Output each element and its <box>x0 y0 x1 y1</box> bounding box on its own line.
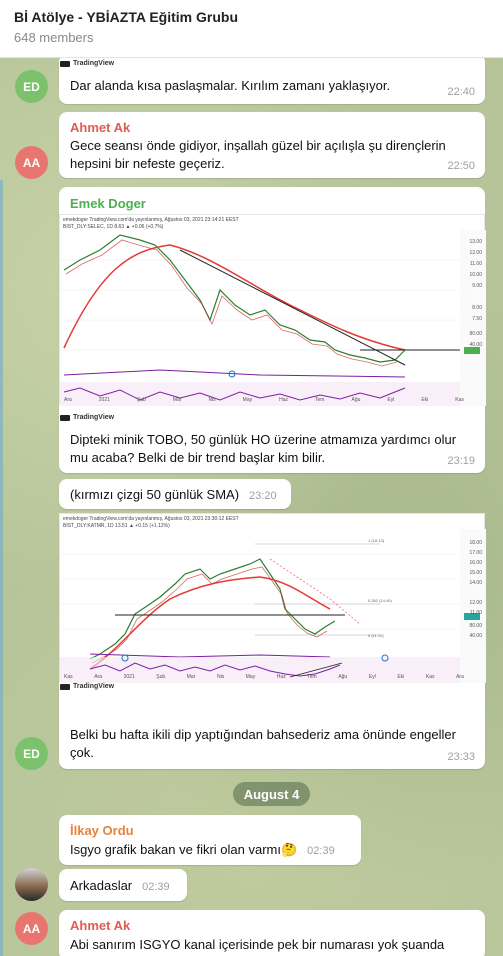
rsi-trend-line <box>289 662 343 678</box>
message-text: (kırmızı çizgi 50 günlük SMA) 23:20 <box>70 487 277 502</box>
message-text: Dar alanda kısa paslaşmalar. Kırılım zam… <box>70 78 391 93</box>
avatar[interactable]: AA <box>15 146 48 179</box>
message-time: 22:40 <box>447 86 475 98</box>
message-bubble[interactable]: Ahmet Ak Gece seansı önde gidiyor, inşal… <box>59 112 485 178</box>
fib-label-1: 1 (18.13) <box>368 538 385 543</box>
message-bubble[interactable]: İlkay Ordu Isgyo grafik bakan ve fikri o… <box>59 815 361 865</box>
avatar[interactable]: ED <box>15 70 48 103</box>
date-separator: August 4 <box>233 782 310 806</box>
price-candles-down <box>65 239 398 367</box>
message-time: 23:20 <box>249 490 277 502</box>
message-text: Gece seansı önde gidiyor, inşallah güzel… <box>70 138 446 171</box>
price-candles <box>89 558 336 660</box>
price-chart: 1 (18.13) 0.382 (14.49) 0 (11.19) <box>60 529 486 683</box>
message-text: Isgyo grafik bakan ve fikri olan varmı🤔 0… <box>70 842 335 857</box>
price-chart <box>60 230 486 406</box>
tradingview-caption: TradingView <box>60 683 114 690</box>
message-bubble[interactable]: TradingView Dar alanda kısa paslaşmalar.… <box>59 54 485 104</box>
message-bubble[interactable]: Emek Doger emekdoger TradingView.com'da … <box>59 187 486 473</box>
sma-50-line <box>63 244 406 351</box>
chart-y-axis: 18.00 17.00 16.00 15.00 14.00 13.51 12.0… <box>469 540 482 639</box>
selection-stripe <box>0 180 3 956</box>
message-bubble[interactable]: (kırmızı çizgi 50 günlük SMA) 23:20 <box>59 479 291 509</box>
trend-line <box>179 249 406 366</box>
chart-image[interactable]: emekdoger TradingView.com'da yayınlanmış… <box>59 214 486 406</box>
avatar[interactable] <box>15 868 48 901</box>
chat-header[interactable]: Bİ Atölye - YBİAZTA Eğitim Grubu 648 mem… <box>0 0 503 58</box>
chat-title: Bİ Atölye - YBİAZTA Eğitim Grubu <box>14 9 238 25</box>
fib-label-0: 0 (11.19) <box>368 633 384 638</box>
avatar[interactable]: AA <box>15 912 48 945</box>
chart-x-axis: Ara 2021 Şub Mar Nis May Haz Tem Ağu Eyl Eki Kas <box>64 397 464 403</box>
message-bubble[interactable]: Ahmet Ak Abi sanırım ISGYO kanal içerisi… <box>59 910 485 956</box>
message-time: 23:19 <box>447 455 475 467</box>
sender-name: Ahmet Ak <box>70 918 131 933</box>
volume-line <box>63 369 406 378</box>
price-candles-down <box>91 566 328 664</box>
fib-label-0382: 0.382 (14.49) <box>368 598 392 603</box>
message-time: 02:39 <box>142 881 170 893</box>
sender-name: Ahmet Ak <box>70 120 131 135</box>
message-text: Belki bu hafta ikili dip yaptığından bah… <box>70 727 456 760</box>
rsi-line <box>63 387 406 401</box>
tradingview-logo <box>60 60 70 67</box>
sma-50-line <box>89 576 331 670</box>
message-bubble[interactable]: Arkadaslar 02:39 <box>59 869 187 901</box>
avatar[interactable]: ED <box>15 737 48 770</box>
chart-y-axis: 13.00 12.00 11.00 10.00 9.00 8.63 8.00 7… <box>469 239 482 348</box>
message-text: Abi sanırım ISGYO kanal içerisinde pek b… <box>70 937 445 952</box>
volume-line <box>89 653 331 658</box>
message-text: Dipteki minik TOBO, 50 günlük HO üzerine… <box>70 432 457 465</box>
chart-x-axis: Kas Ara 2021 Şub Mar Nis May Haz Tem Ağu Eyl Eki… <box>64 674 464 680</box>
message-time: 22:50 <box>447 160 475 172</box>
tradingview-logo <box>60 683 70 690</box>
tradingview-logo <box>60 414 70 421</box>
message-time: 23:33 <box>447 751 475 763</box>
rsi-line <box>89 662 341 677</box>
tradingview-caption: TradingView <box>60 60 114 67</box>
chart-header: emekdoger TradingView.com'da yayınlanmış… <box>63 217 239 230</box>
chart-header: emekdoger TradingView.com'da yayınlanmış… <box>63 516 239 529</box>
member-count: 648 members <box>14 30 94 45</box>
message-text: Arkadaslar 02:39 <box>70 878 170 893</box>
chart-image[interactable]: emekdoger TradingView.com'da yayınlanmış… <box>59 513 486 683</box>
price-candles <box>63 234 406 363</box>
message-time: 02:39 <box>307 845 335 857</box>
tradingview-caption: TradingView <box>60 414 114 421</box>
sender-name: Emek Doger <box>70 196 146 211</box>
sender-name: İlkay Ordu <box>70 823 134 838</box>
message-bubble[interactable]: emekdoger TradingView.com'da yayınlanmış… <box>59 513 486 769</box>
